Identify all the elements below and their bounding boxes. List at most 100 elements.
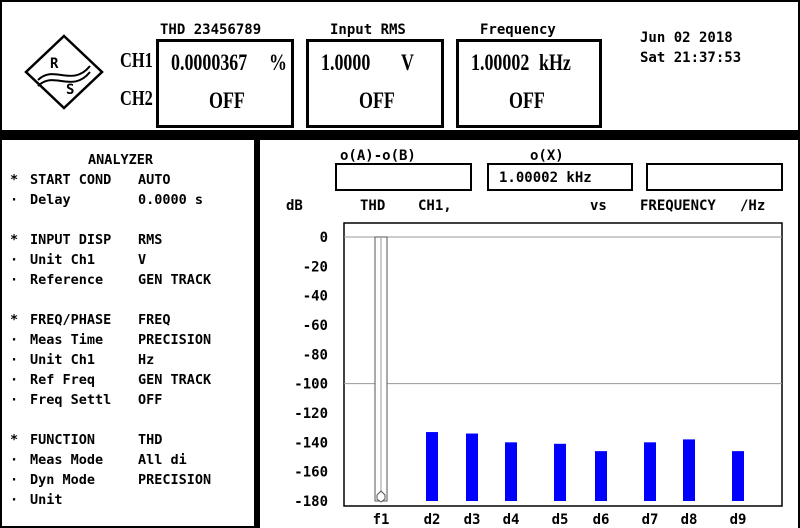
- x-tick-label: d6: [593, 512, 610, 528]
- setting-value[interactable]: PRECISION: [138, 332, 212, 348]
- x-tick-label: d7: [642, 512, 659, 528]
- graph-channel-label: CH1,: [418, 198, 452, 214]
- ch1-label: CH1: [120, 48, 153, 72]
- setting-name[interactable]: Unit Ch1: [30, 252, 96, 268]
- bar-harmonic: [554, 443, 566, 501]
- cursor-ab-field[interactable]: [335, 163, 472, 191]
- bar-harmonic: [595, 451, 607, 501]
- graph-function-label: THD: [360, 198, 386, 214]
- y-tick-label: -20: [303, 259, 328, 275]
- analyzer-settings-panel: ANALYZER * START COND AUTO · Delay 0.0000 s * I…: [2, 140, 254, 526]
- bar-harmonic: [644, 442, 656, 501]
- rs-logo: R S: [24, 34, 104, 110]
- rms-ch1-value: 1.0000: [321, 50, 371, 75]
- setting-name[interactable]: START COND: [30, 172, 112, 188]
- y-tick-label: -80: [303, 347, 328, 363]
- setting-bullet: ·: [10, 392, 19, 408]
- setting-name[interactable]: Ref Freq: [30, 372, 96, 388]
- setting-name[interactable]: Unit: [30, 492, 63, 508]
- setting-name[interactable]: Reference: [30, 272, 104, 288]
- setting-value[interactable]: RMS: [138, 232, 163, 248]
- x-tick-label: d2: [424, 512, 441, 528]
- bar-harmonic: [732, 451, 744, 501]
- setting-value[interactable]: GEN TRACK: [138, 272, 212, 288]
- thd-ch1-value: 0.0000367: [171, 50, 248, 75]
- setting-value[interactable]: Hz: [138, 352, 155, 368]
- setting-value[interactable]: V: [138, 252, 147, 268]
- rms-ch2-value: OFF: [359, 88, 395, 113]
- cursor-marker: [376, 490, 386, 503]
- y-axis-unit-label: dB: [286, 198, 303, 214]
- setting-name[interactable]: Unit Ch1: [30, 352, 96, 368]
- bar-harmonic: [426, 432, 438, 501]
- setting-bullet: ·: [10, 492, 19, 508]
- setting-name[interactable]: Dyn Mode: [30, 472, 96, 488]
- y-tick-label: -160: [294, 465, 328, 481]
- y-tick-label: -100: [294, 377, 328, 393]
- status-header: R S CH1 CH2 THD 23456789 0.0000367 % OFF…: [2, 2, 798, 130]
- x-tick-label: d9: [730, 512, 747, 528]
- freq-ch1-unit: kHz: [539, 50, 571, 75]
- graph-x-unit-label: /Hz: [740, 198, 766, 214]
- y-tick-label: -60: [303, 318, 328, 334]
- graph-panel: o(A)-o(B) o(X) 1.00002 kHz dB THD CH1, v…: [260, 140, 798, 528]
- setting-bullet: *: [10, 172, 19, 188]
- setting-bullet: *: [10, 312, 19, 328]
- rms-title: Input RMS: [330, 22, 406, 38]
- logo-letter-r: R: [50, 56, 59, 72]
- setting-value[interactable]: OFF: [138, 392, 163, 408]
- setting-bullet: ·: [10, 352, 19, 368]
- setting-value[interactable]: PRECISION: [138, 472, 212, 488]
- bar-harmonic: [683, 439, 695, 501]
- date-display: Jun 02 2018: [640, 30, 733, 46]
- y-tick-label: -40: [303, 289, 328, 305]
- setting-value[interactable]: 0.0000 s: [138, 192, 204, 208]
- thd-ch2-value: OFF: [209, 88, 245, 113]
- x-tick-label: d3: [464, 512, 481, 528]
- setting-bullet: ·: [10, 272, 19, 288]
- thd-display: 0.0000367 % OFF: [156, 39, 294, 128]
- x-tick-label: d8: [681, 512, 698, 528]
- setting-bullet: ·: [10, 252, 19, 268]
- rms-display: 1.0000 V OFF: [306, 39, 444, 128]
- y-tick-label: -120: [294, 406, 328, 422]
- setting-bullet: ·: [10, 472, 19, 488]
- cursor-x-label: o(X): [530, 148, 564, 164]
- rms-ch1-unit: V: [401, 50, 414, 75]
- x-tick-label: f1: [373, 512, 390, 528]
- setting-value[interactable]: GEN TRACK: [138, 372, 212, 388]
- setting-value[interactable]: AUTO: [138, 172, 171, 188]
- bar-harmonic: [505, 442, 517, 501]
- setting-name[interactable]: Meas Mode: [30, 452, 104, 468]
- y-tick-label: 0: [320, 230, 328, 246]
- freq-display: 1.00002 kHz OFF: [456, 39, 602, 128]
- setting-bullet: ·: [10, 332, 19, 348]
- bar-harmonic: [466, 433, 478, 501]
- setting-bullet: ·: [10, 372, 19, 388]
- ch2-label: CH2: [120, 86, 153, 110]
- setting-name[interactable]: INPUT DISP: [30, 232, 112, 248]
- setting-name[interactable]: FREQ/PHASE: [30, 312, 112, 328]
- setting-name[interactable]: FUNCTION: [30, 432, 96, 448]
- freq-ch2-value: OFF: [509, 88, 545, 113]
- setting-bullet: *: [10, 432, 19, 448]
- setting-name[interactable]: Delay: [30, 192, 71, 208]
- setting-name[interactable]: Meas Time: [30, 332, 104, 348]
- setting-value[interactable]: THD: [138, 432, 163, 448]
- x-tick-label: d5: [552, 512, 569, 528]
- setting-value[interactable]: All di: [138, 452, 187, 468]
- graph-vs-label: vs: [590, 198, 607, 214]
- cursor-x-value: 1.00002 kHz: [499, 170, 592, 186]
- setting-bullet: ·: [10, 192, 19, 208]
- setting-bullet: *: [10, 232, 19, 248]
- cursor-x-field[interactable]: 1.00002 kHz: [487, 163, 633, 191]
- setting-value[interactable]: FREQ: [138, 312, 171, 328]
- cursor-extra-field[interactable]: [646, 163, 783, 191]
- setting-bullet: ·: [10, 452, 19, 468]
- setting-name[interactable]: Freq Settl: [30, 392, 112, 408]
- y-tick-label: -140: [294, 435, 328, 451]
- thd-title: THD 23456789: [160, 22, 262, 38]
- thd-spectrum-chart: 0 -20 -40 -60 -80 -100 -120 -140 -160 -180 f1 d2 d3 d…: [294, 222, 783, 528]
- x-tick-label: d4: [503, 512, 520, 528]
- freq-title: Frequency: [480, 22, 556, 38]
